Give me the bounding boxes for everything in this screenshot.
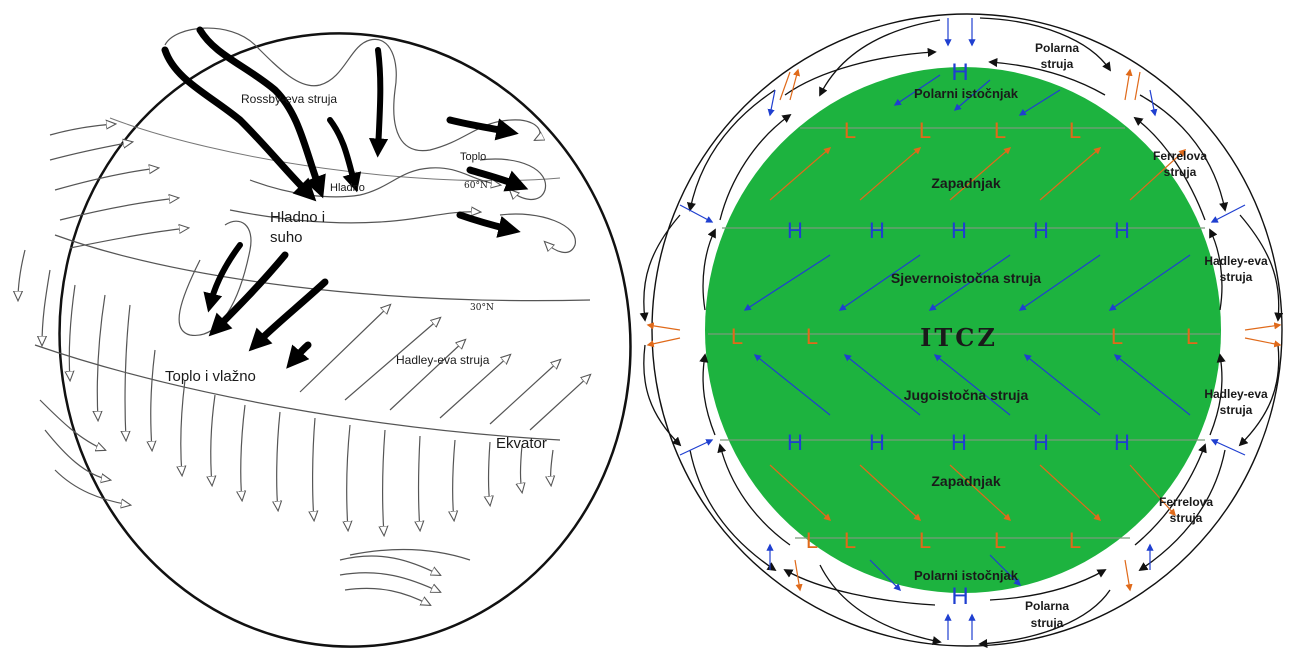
label-ferrelova-top-2: struja bbox=[1164, 165, 1197, 179]
label-hadley-top-2: struja bbox=[1220, 270, 1253, 284]
pressure-lat30s-3: H bbox=[951, 430, 967, 455]
label-zapadnjak-top: Zapadnjak bbox=[931, 175, 1000, 191]
latitude-line-30n bbox=[54, 234, 591, 302]
pressure-equator-3: L bbox=[1111, 324, 1123, 349]
label-hadley-bottom-1: Hadley-eva bbox=[1204, 387, 1268, 401]
latitude-bands bbox=[708, 127, 1220, 539]
earth-disk bbox=[705, 67, 1221, 593]
pressure-lat30s-1: H bbox=[787, 430, 803, 455]
label-ferrelova-bottom-2: struja bbox=[1170, 511, 1203, 525]
pressure-lat30s-4: H bbox=[1033, 430, 1049, 455]
label-hadley-bottom-2: struja bbox=[1220, 403, 1253, 417]
pressure-labels: H L L L L H H H H H L L L L H H H H H L … bbox=[731, 59, 1198, 610]
pressure-lat30n-5: H bbox=[1114, 218, 1130, 243]
label-rossby: Rossby-eva struja bbox=[241, 92, 337, 106]
pressure-lat30s-2: H bbox=[869, 430, 885, 455]
outer-circulation-ring bbox=[651, 13, 1283, 647]
label-ferrelova-top-1: Ferrelova bbox=[1153, 149, 1207, 163]
left-globe-diagram: Rossby-eva struja Toplo 60°N Hladno Hlad… bbox=[18, 26, 632, 648]
label-jugoistocna: Jugoistočna struja bbox=[904, 387, 1029, 403]
pressure-lat60s-3: L bbox=[919, 528, 931, 553]
pressure-lat30n-2: H bbox=[869, 218, 885, 243]
label-hadley-top-1: Hadley-eva bbox=[1204, 254, 1268, 268]
westerly-arrows-orange bbox=[646, 68, 1282, 592]
surface-wind-arrows-blue bbox=[679, 18, 1246, 640]
pressure-lat30n-3: H bbox=[951, 218, 967, 243]
label-toplo-top: Toplo bbox=[460, 151, 486, 163]
pressure-lat60s-1: L bbox=[806, 528, 818, 553]
label-hladno-suho-1: Hladno i bbox=[270, 209, 325, 226]
label-hadley: Hadley-eva struja bbox=[396, 353, 490, 367]
pressure-lat60s-4: L bbox=[994, 528, 1006, 553]
label-sjeveroistocna: Sjevernoistočna struja bbox=[891, 270, 1041, 286]
right-globe-diagram: H L L L L H H H H H L L L L H H H H H L … bbox=[639, 13, 1284, 649]
left-southern-flow-arrows bbox=[18, 249, 553, 605]
right-diagram-labels: Polarna struja Polarni istočnjak Ferrelo… bbox=[891, 41, 1268, 630]
label-polarna-struja-bottom-2: struja bbox=[1031, 616, 1064, 630]
label-polarni-istocnjak-bottom: Polarni istočnjak bbox=[914, 568, 1019, 583]
label-zapadnjak-bottom: Zapadnjak bbox=[931, 473, 1000, 489]
label-polarna-struja-top-2: struja bbox=[1041, 57, 1074, 71]
pressure-pole-south: H bbox=[951, 583, 968, 610]
pressure-lat30n-4: H bbox=[1033, 218, 1049, 243]
pressure-lat60n-2: L bbox=[919, 118, 931, 143]
pressure-lat60n-4: L bbox=[1069, 118, 1081, 143]
label-lat30: 30°N bbox=[470, 303, 494, 313]
pressure-lat30n-1: H bbox=[787, 218, 803, 243]
label-lat60: 60°N bbox=[464, 181, 488, 191]
left-westerly-arrows bbox=[49, 124, 188, 249]
pressure-pole-north: H bbox=[951, 59, 968, 86]
label-itcz: ITCZ bbox=[920, 323, 998, 352]
left-jet-stream-arrows bbox=[161, 26, 529, 369]
pressure-lat60s-5: L bbox=[1069, 528, 1081, 553]
label-ferrelova-bottom-1: Ferrelova bbox=[1159, 495, 1213, 509]
label-ekvator: Ekvator bbox=[496, 435, 547, 452]
left-globe-outline bbox=[58, 32, 632, 648]
label-toplo-vlazno: Toplo i vlažno bbox=[165, 368, 256, 385]
label-polarna-struja-bottom-1: Polarna bbox=[1025, 599, 1069, 613]
pressure-equator-2: L bbox=[806, 324, 818, 349]
pressure-equator-1: L bbox=[731, 324, 743, 349]
pressure-lat60n-1: L bbox=[844, 118, 856, 143]
label-polarni-istocnjak-top: Polarni istočnjak bbox=[914, 86, 1019, 101]
pressure-equator-4: L bbox=[1186, 324, 1198, 349]
label-hladno-suho-2: suho bbox=[270, 229, 303, 246]
pressure-lat60n-3: L bbox=[994, 118, 1006, 143]
pressure-lat60s-2: L bbox=[844, 528, 856, 553]
label-polarna-struja-top-1: Polarna bbox=[1035, 41, 1079, 55]
pressure-lat30s-5: H bbox=[1114, 430, 1130, 455]
label-hladno: Hladno bbox=[330, 182, 365, 194]
circulation-cell-arrows bbox=[639, 17, 1284, 649]
left-trade-wind-arrows bbox=[299, 305, 590, 431]
